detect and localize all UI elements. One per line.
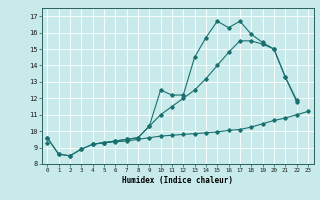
X-axis label: Humidex (Indice chaleur): Humidex (Indice chaleur) [122, 176, 233, 185]
